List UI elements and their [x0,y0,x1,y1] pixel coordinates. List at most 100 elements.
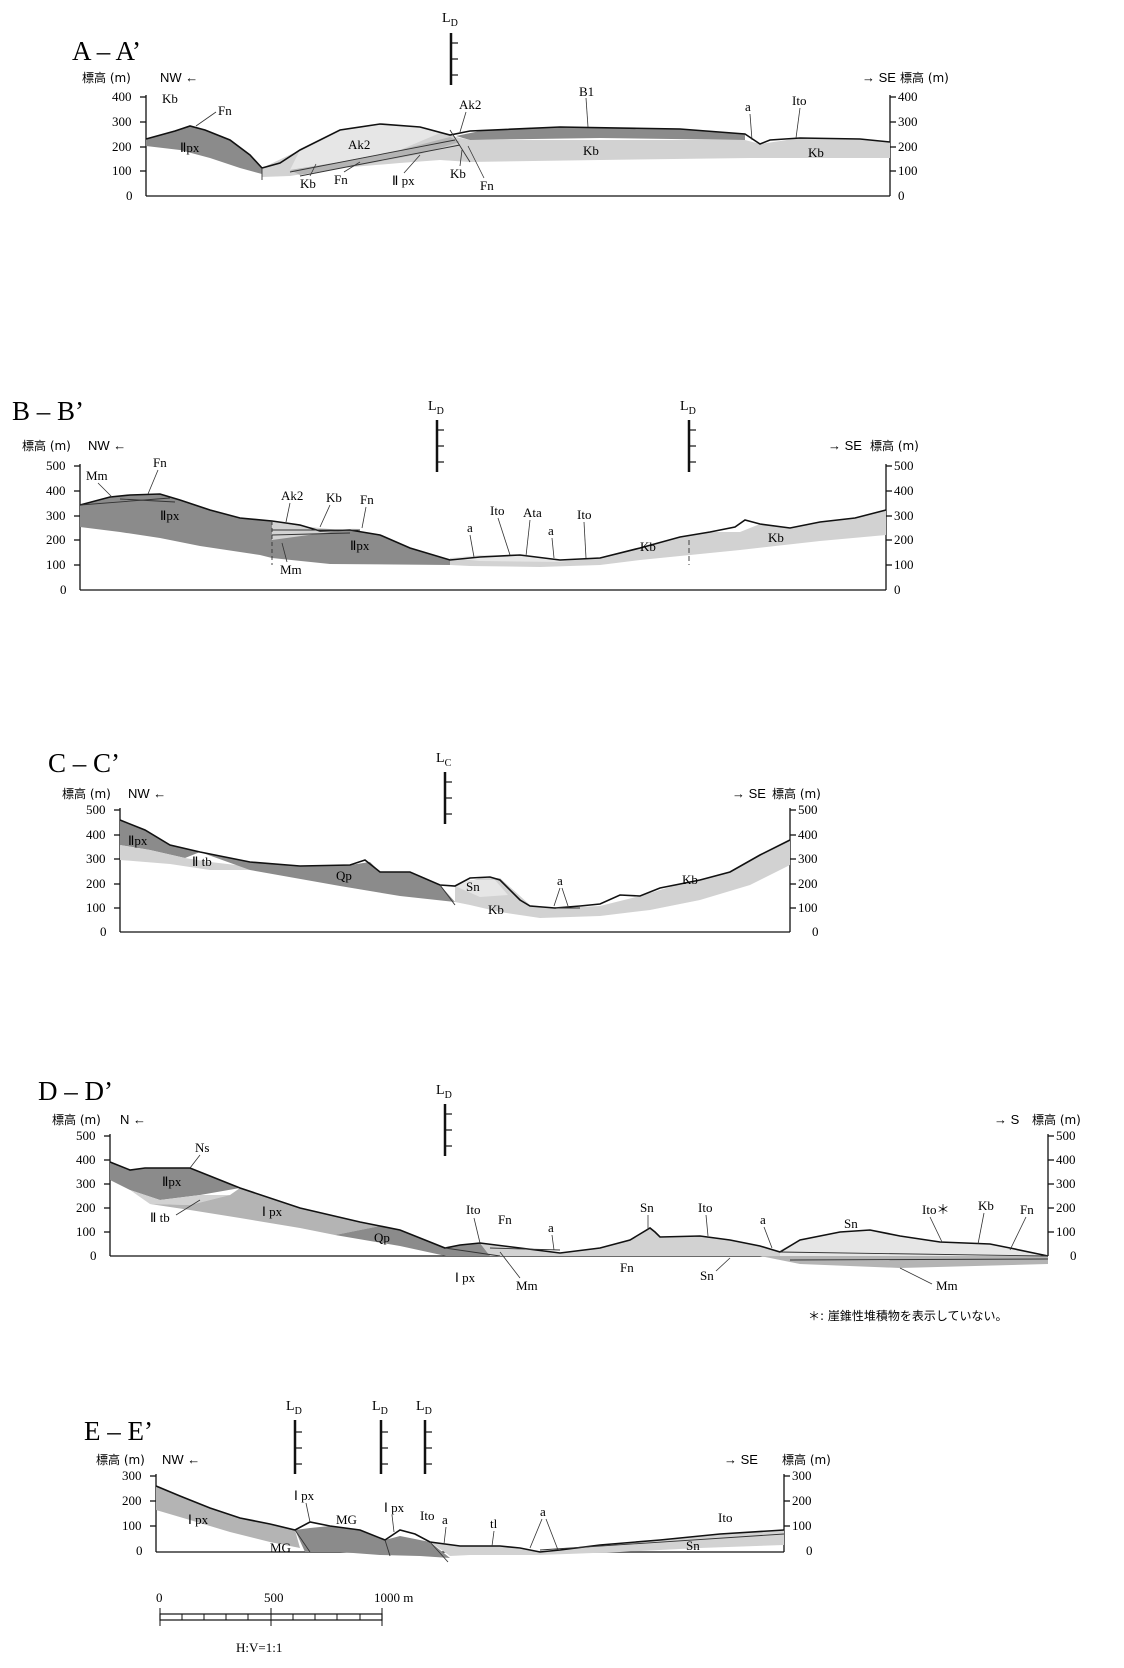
section-a-right-direction: → SE [862,70,896,85]
section-e-marker-label: LD [372,1399,388,1417]
section-d-unit-ipx [150,1188,380,1235]
unit-label: Ito [466,1202,480,1217]
tick-label: 0 [100,924,107,939]
tick-label: 100 [894,557,914,572]
tick-label: 300 [894,508,914,523]
tick-label: 300 [792,1468,812,1483]
section-d-ground-surface [109,1161,1049,1257]
unit-label: Ⅱ tb [150,1210,170,1225]
section-c-right-axis-title: 標高 (m) [772,786,821,801]
section-b-ground-surface [79,493,887,561]
section-d-marker-ld: LD [436,1083,452,1156]
unit-label: Sn [466,879,480,894]
unit-label: Qp [336,868,352,883]
tick-label: 0 [126,188,133,203]
unit-label: Kb [326,490,342,505]
section-e-left-axis-title: 標高 (m) [96,1452,145,1467]
tick-label: 200 [792,1493,812,1508]
section-e-right-axis-title: 標高 (m) [782,1452,831,1467]
section-d-left-direction: N ← [120,1112,146,1127]
section-c: C – C’ 標高 (m) NW ← → SE 標高 (m) LC 500 40… [48,748,821,939]
unit-label: Kb [583,143,599,158]
section-d-unit-iipx [110,1162,240,1200]
section-e-marker-ld-3: LD [416,1399,432,1474]
unit-label: Ⅰ px [188,1512,209,1527]
unit-label: Ak2 [281,488,303,503]
tick-label: 200 [1056,1200,1076,1215]
unit-label: Ito [490,503,504,518]
tick-label: 400 [86,827,106,842]
section-a-left-direction: NW ← [160,70,198,85]
section-c-unit-qp [200,852,455,902]
scale-bar-ratio: H:V=1:1 [236,1640,282,1655]
section-c-unit-iitb [120,845,250,870]
unit-label: Mm [936,1278,958,1293]
unit-label: Fn [360,492,374,507]
section-c-unit-sn [455,880,508,897]
unit-label: a [467,520,473,535]
unit-label: Ns [195,1140,209,1155]
unit-label: Kb [300,176,316,191]
section-c-left-direction: NW ← [128,786,166,801]
section-c-left-axis-title: 標高 (m) [62,786,111,801]
tick-label: 200 [798,876,818,891]
tick-label: 0 [1070,1248,1077,1263]
unit-label: a [540,1504,546,1519]
tick-label: 0 [894,582,901,597]
unit-label: Ak2 [348,137,370,152]
section-d-marker-label: LD [436,1083,452,1101]
scale-bar-label-0: 0 [156,1590,163,1605]
tick-label: 100 [1056,1224,1076,1239]
section-a-title: A – A’ [72,36,141,66]
section-d-unit-fn-mm [480,1228,780,1256]
section-a-ground-surface [145,123,891,169]
section-d-title: D – D’ [38,1076,113,1106]
tick-label: 500 [798,802,818,817]
unit-label: Ⅱpx [180,140,200,155]
unit-label: Ⅱpx [160,508,180,523]
unit-label: Fn [1020,1202,1034,1217]
section-c-ticks: 500 400 300 200 100 0 500 400 300 200 10… [86,802,819,939]
tick-label: 300 [898,114,918,129]
unit-label: Fn [480,178,494,193]
section-b: B – B’ 標高 (m) NW ← → SE 標高 (m) LD LD [12,396,919,597]
section-a: A – A’ 標高 (m) NW ← → SE 標高 (m) LD 400 30… [72,11,949,203]
section-c-ground-surface [119,819,791,909]
scale-bar-label-1000: 1000 m [374,1590,413,1605]
unit-label: Mm [86,468,108,483]
unit-label: B1 [579,84,594,99]
section-a-marker-label: LD [442,11,458,29]
tick-label: 400 [112,89,132,104]
unit-label: Ⅰ px [384,1500,405,1515]
tick-label: 400 [46,483,66,498]
tick-label: 200 [86,876,106,891]
unit-label: Sn [844,1216,858,1231]
unit-label: Ⅱ tb [192,854,212,869]
section-e: E – E’ 標高 (m) NW ← → SE 標高 (m) LD LD LD [84,1399,831,1563]
unit-label: Fn [620,1260,634,1275]
tick-label: 300 [112,114,132,129]
tick-label: 200 [46,532,66,547]
unit-label: Kb [808,145,824,160]
tick-label: 100 [112,163,132,178]
unit-label: Sn [700,1268,714,1283]
tick-label: 500 [76,1128,96,1143]
tick-label: 400 [798,827,818,842]
tick-label: 300 [122,1468,142,1483]
unit-label: Sn [686,1538,700,1553]
section-a-ticks: 400 300 200 100 0 400 300 200 100 0 [112,89,918,203]
unit-label: Ito [718,1510,732,1525]
section-b-right-direction: → SE [828,438,862,453]
tick-label: 0 [136,1543,143,1558]
unit-label: a [548,523,554,538]
unit-label: Fn [153,455,167,470]
section-d-left-axis-title: 標高 (m) [52,1112,101,1127]
section-e-title: E – E’ [84,1416,153,1446]
unit-label: tl [490,1516,498,1531]
tick-label: 0 [60,582,67,597]
tick-label: 200 [894,532,914,547]
section-a-unit-fn-band [290,137,460,175]
unit-label: Ⅰ px [294,1488,315,1503]
section-d: D – D’ 標高 (m) N ← → S 標高 (m) LD 500 400 … [38,1076,1081,1323]
